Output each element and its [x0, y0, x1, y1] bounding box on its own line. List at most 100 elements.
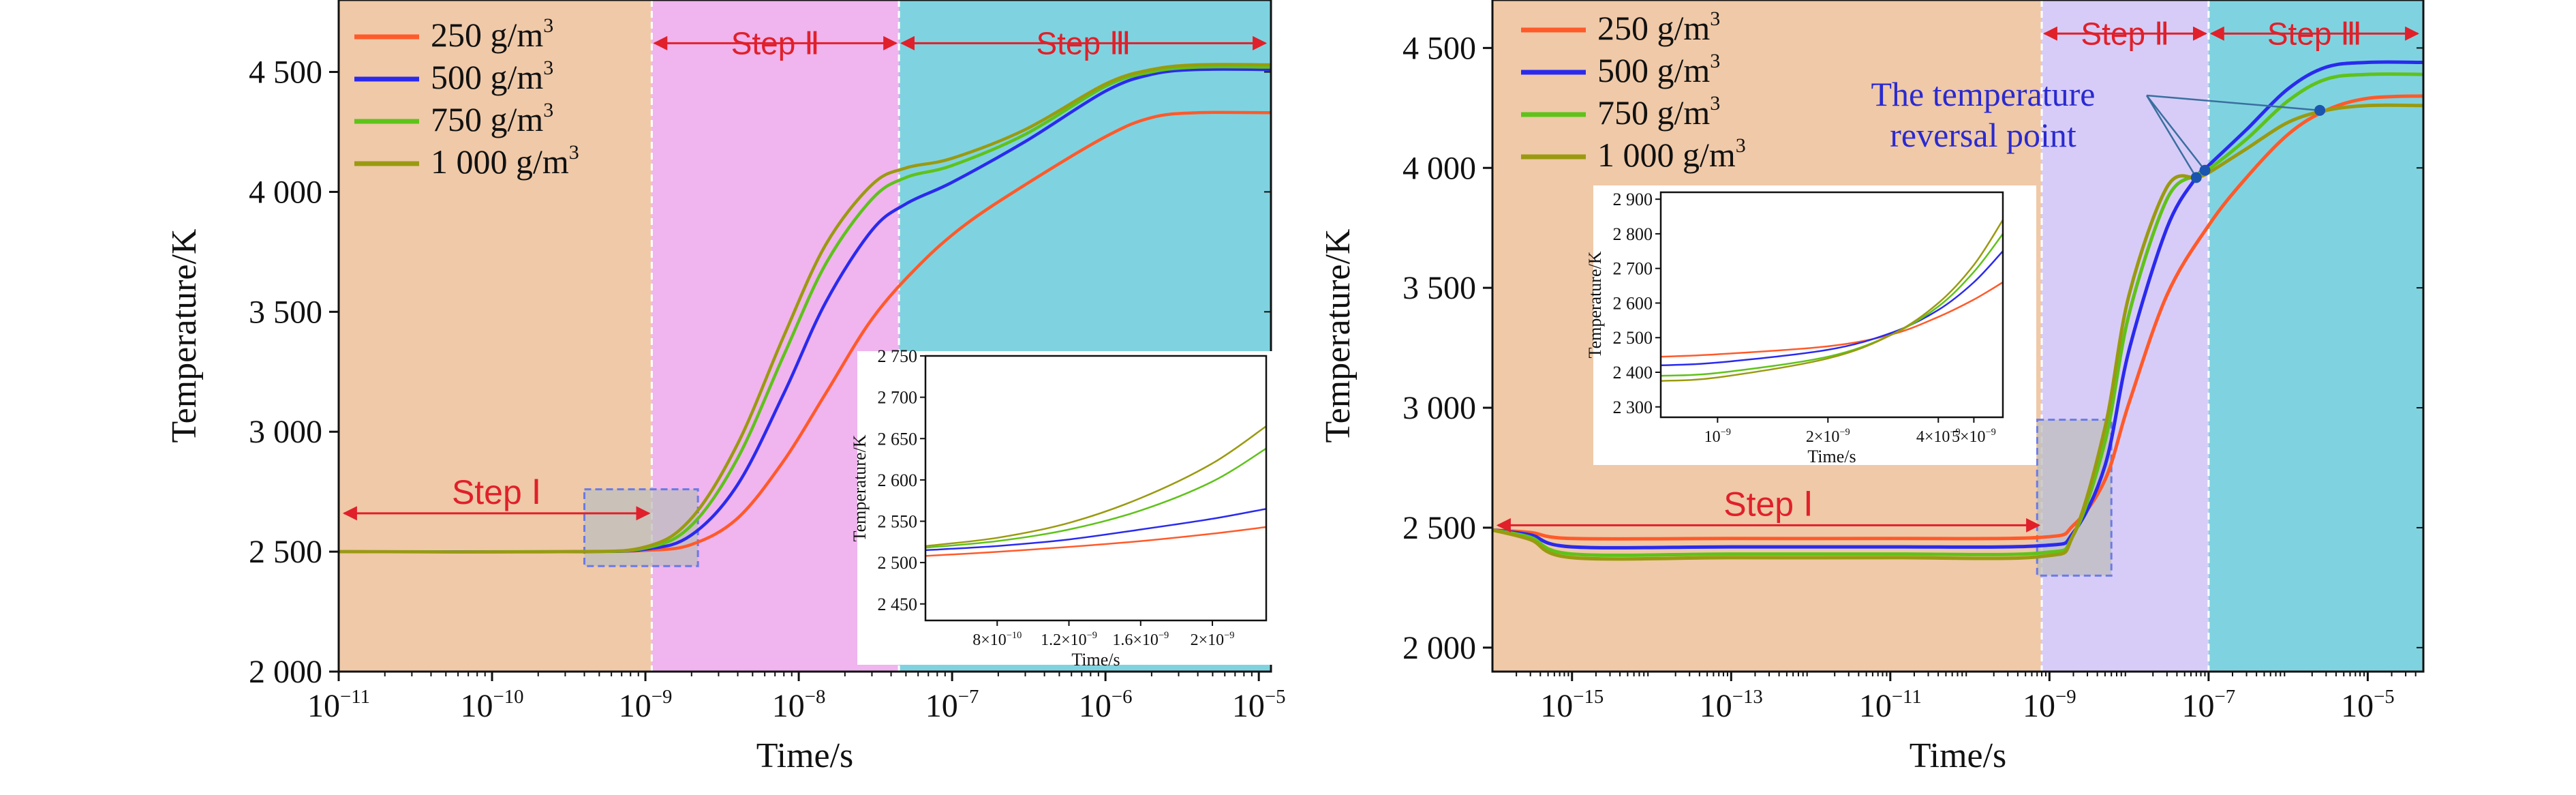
legend-label-s250: 250 g/m3 [1597, 7, 1720, 47]
step-label-2: Step Ⅱ [731, 25, 820, 61]
chart-left: Step Ⅰ Step Ⅱ Step Ⅲ 2 000 2 500 3 000 3 500 4 … [165, 0, 1286, 775]
y-tick-label: 4 500 [1402, 30, 1476, 66]
inset-series-s250 [925, 526, 1266, 557]
x-tick-label: 10−9 [2023, 686, 2076, 724]
y-axis-title: Temperature/K [165, 228, 204, 442]
inset-chart: 2 450 2 500 2 550 2 600 2 650 2 700 2 750 8×10−… [850, 346, 1273, 670]
legend-label-s1000: 1 000 g/m3 [431, 141, 579, 181]
step-label-2: Step Ⅱ [2081, 16, 2169, 51]
x-tick-label: 10−7 [2182, 686, 2236, 724]
inset-y-tick-label: 2 700 [1613, 259, 1653, 279]
step-region-3 [2208, 0, 2423, 672]
inset-frame [924, 355, 1268, 622]
legend-label-s250: 250 g/m3 [431, 14, 553, 54]
inset-y-tick-label: 2 400 [1613, 363, 1653, 382]
reversal-point-1 [2190, 172, 2202, 183]
x-tick-label: 10−10 [461, 686, 524, 724]
inset-y-tick-label: 2 600 [878, 470, 918, 490]
inset-plot [1661, 219, 2003, 382]
inset-y-tick-label: 2 900 [1613, 190, 1653, 209]
x-axis-title: Time/s [1910, 736, 2007, 775]
inset-series-s500 [925, 508, 1266, 552]
y-tick-label: 3 000 [249, 414, 322, 450]
step-label-3: Step Ⅲ [1036, 25, 1131, 61]
step-label-3: Step Ⅲ [2267, 16, 2362, 51]
y-tick-label: 3 500 [1402, 270, 1476, 306]
annotation-line-2: reversal point [1890, 116, 2076, 154]
x-tick-label: 10−5 [1232, 686, 1286, 724]
x-tick-label: 10−8 [772, 686, 826, 724]
y-tick-label: 4 500 [249, 55, 322, 91]
inset-x-tick-label: 5×10−9 [1952, 427, 1996, 446]
inset-x-tick-label: 1.6×10−9 [1112, 630, 1169, 649]
inset-y-tick-label: 2 700 [878, 388, 918, 408]
annotation-leader-2 [2146, 95, 2206, 171]
inset-y-tick-label: 2 550 [878, 512, 918, 532]
axes-frame [337, 0, 1272, 673]
y-tick-label: 3 500 [249, 294, 322, 330]
inset-x-axis-title: Time/s [1807, 447, 1856, 466]
step-label-1: Step Ⅰ [1723, 485, 1813, 523]
x-tick-label: 10−6 [1079, 686, 1133, 724]
inset-y-axis-title: Temperature/K [850, 434, 870, 541]
legend-label-s750: 750 g/m3 [431, 99, 553, 138]
inset-y-tick-label: 2 800 [1613, 224, 1653, 244]
inset-series-s500 [1661, 250, 2003, 367]
inset-y-tick-label: 2 500 [1613, 328, 1653, 348]
y-tick-label: 4 000 [249, 174, 322, 210]
series-line-s750 [1492, 72, 2423, 557]
y-tick-label: 2 000 [1402, 630, 1476, 666]
inset-y-tick-label: 2 650 [878, 429, 918, 449]
series-line-s1000 [339, 63, 1271, 554]
y-tick-label: 3 000 [1402, 390, 1476, 426]
y-tick-label: 4 000 [1402, 150, 1476, 186]
x-tick-label: 10−9 [619, 686, 673, 724]
reversal-point-2 [2199, 164, 2211, 176]
inset-background [1593, 185, 2036, 465]
series-line-s250 [1492, 94, 2423, 541]
annotation-line-1: The temperature [1871, 75, 2096, 113]
reversal-point-3 [2314, 104, 2326, 116]
inset-series-s750 [925, 447, 1266, 549]
y-tick-label: 2 000 [249, 654, 322, 690]
series-line-s1000 [1492, 103, 2423, 561]
inset-series-s1000 [925, 425, 1266, 548]
annotation-leader-3 [2146, 94, 2320, 112]
plot-area [339, 0, 1271, 672]
series-line-s500 [1492, 60, 2423, 550]
inset-y-tick-label: 2 750 [878, 346, 918, 366]
y-tick-label: 2 500 [249, 534, 322, 570]
x-tick-label: 10−11 [307, 686, 370, 724]
inset-x-tick-label: 2×10−9 [1191, 630, 1235, 649]
x-tick-label: 10−15 [1540, 686, 1604, 724]
inset-x-tick-label: 1.2×10−9 [1041, 630, 1097, 649]
legend-label-s500: 500 g/m3 [1597, 50, 1720, 89]
inset-y-tick-label: 2 500 [878, 553, 918, 573]
inset-x-tick-label: 8×10−10 [972, 630, 1022, 649]
inset-y-tick-label: 2 300 [1613, 397, 1653, 417]
step-label-1: Step Ⅰ [452, 473, 542, 511]
inset-series-s1000 [1661, 219, 2003, 382]
inset-plot [925, 425, 1266, 557]
annotation-leader-1 [2145, 95, 2197, 178]
x-tick-label: 10−13 [1700, 686, 1763, 724]
legend-label-s750: 750 g/m3 [1597, 92, 1720, 132]
inset-x-tick-label: 10−9 [1704, 427, 1731, 446]
inset-y-axis-title: Temperature/K [1585, 251, 1605, 358]
inset-frame [1659, 191, 2004, 419]
inset-y-tick-label: 2 450 [878, 595, 918, 614]
zoom-region [583, 488, 699, 567]
inset-y-tick-label: 2 600 [1613, 293, 1653, 313]
inset-background [857, 351, 1273, 665]
legend-label-s500: 500 g/m3 [431, 57, 553, 96]
y-axis-title: Temperature/K [1319, 228, 1358, 442]
x-tick-label: 10−7 [925, 686, 979, 724]
y-tick-label: 2 500 [1402, 510, 1476, 546]
x-tick-label: 10−5 [2341, 686, 2395, 724]
legend-label-s1000: 1 000 g/m3 [1597, 134, 1746, 174]
inset-chart: 2 300 2 400 2 500 2 600 2 700 2 800 2 900 10−9 2… [1585, 185, 2036, 466]
inset-x-tick-label: 4×10−9 [1916, 427, 1961, 446]
x-tick-label: 10−11 [1859, 686, 1922, 724]
x-axis-title: Time/s [756, 736, 854, 775]
